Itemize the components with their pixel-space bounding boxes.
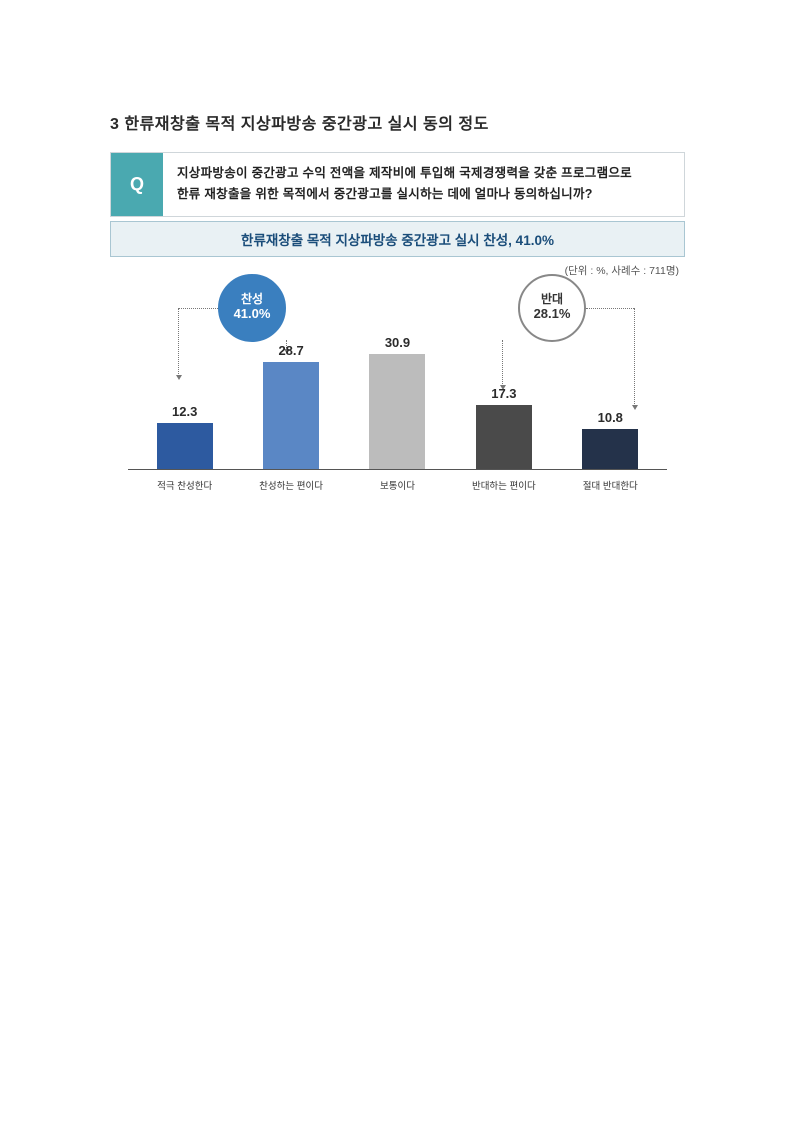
x-label-0: 적극 찬성한다: [138, 478, 231, 492]
question-box: Q 지상파방송이 중간광고 수익 전액을 제작비에 투입해 국제경쟁력을 갖춘 …: [110, 152, 685, 217]
chart-container: 찬성 41.0% 반대 28.1% 12.3 28.7: [110, 282, 685, 492]
question-text: 지상파방송이 중간광고 수익 전액을 제작비에 투입해 국제경쟁력을 갖춘 프로…: [163, 153, 684, 216]
question-line-1: 지상파방송이 중간광고 수익 전액을 제작비에 투입해 국제경쟁력을 갖춘 프로…: [177, 163, 670, 184]
unit-caption: (단위 : %, 사례수 : 711명): [110, 263, 685, 278]
agree-connector-h: [178, 308, 218, 309]
bar-col-0: 12.3: [138, 404, 231, 469]
bar-1: [263, 362, 319, 469]
x-label-1: 찬성하는 편이다: [244, 478, 337, 492]
bars-row: 12.3 28.7 30.9 17.3 10.8: [128, 320, 667, 470]
bar-col-1: 28.7: [244, 343, 337, 469]
disagree-connector-h: [586, 308, 634, 309]
x-label-3: 반대하는 편이다: [457, 478, 550, 492]
summary-banner: 한류재창출 목적 지상파방송 중간광고 실시 찬성, 41.0%: [110, 221, 685, 257]
bar-value-2: 30.9: [385, 335, 410, 350]
bar-2: [369, 354, 425, 469]
bar-3: [476, 405, 532, 469]
bar-4: [582, 429, 638, 469]
bar-col-3: 17.3: [457, 386, 550, 469]
bar-value-0: 12.3: [172, 404, 197, 419]
x-label-4: 절대 반대한다: [564, 478, 657, 492]
question-line-2: 한류 재창출을 위한 목적에서 중간광고를 실시하는 데에 얼마나 동의하십니까…: [177, 184, 670, 205]
page-root: 3 한류재창출 목적 지상파방송 중간광고 실시 동의 정도 Q 지상파방송이 …: [110, 110, 685, 492]
bar-chart: 찬성 41.0% 반대 28.1% 12.3 28.7: [128, 282, 667, 492]
agree-callout-label: 찬성: [241, 293, 263, 306]
bar-col-2: 30.9: [351, 335, 444, 469]
question-badge: Q: [111, 153, 163, 216]
bar-value-3: 17.3: [491, 386, 516, 401]
x-axis-labels: 적극 찬성한다 찬성하는 편이다 보통이다 반대하는 편이다 절대 반대한다: [128, 478, 667, 492]
disagree-callout-label: 반대: [541, 293, 563, 306]
section-heading: 3 한류재창출 목적 지상파방송 중간광고 실시 동의 정도: [110, 110, 685, 134]
bar-value-4: 10.8: [598, 410, 623, 425]
bar-value-1: 28.7: [278, 343, 303, 358]
bar-0: [157, 423, 213, 469]
x-label-2: 보통이다: [351, 478, 444, 492]
bar-col-4: 10.8: [564, 410, 657, 469]
